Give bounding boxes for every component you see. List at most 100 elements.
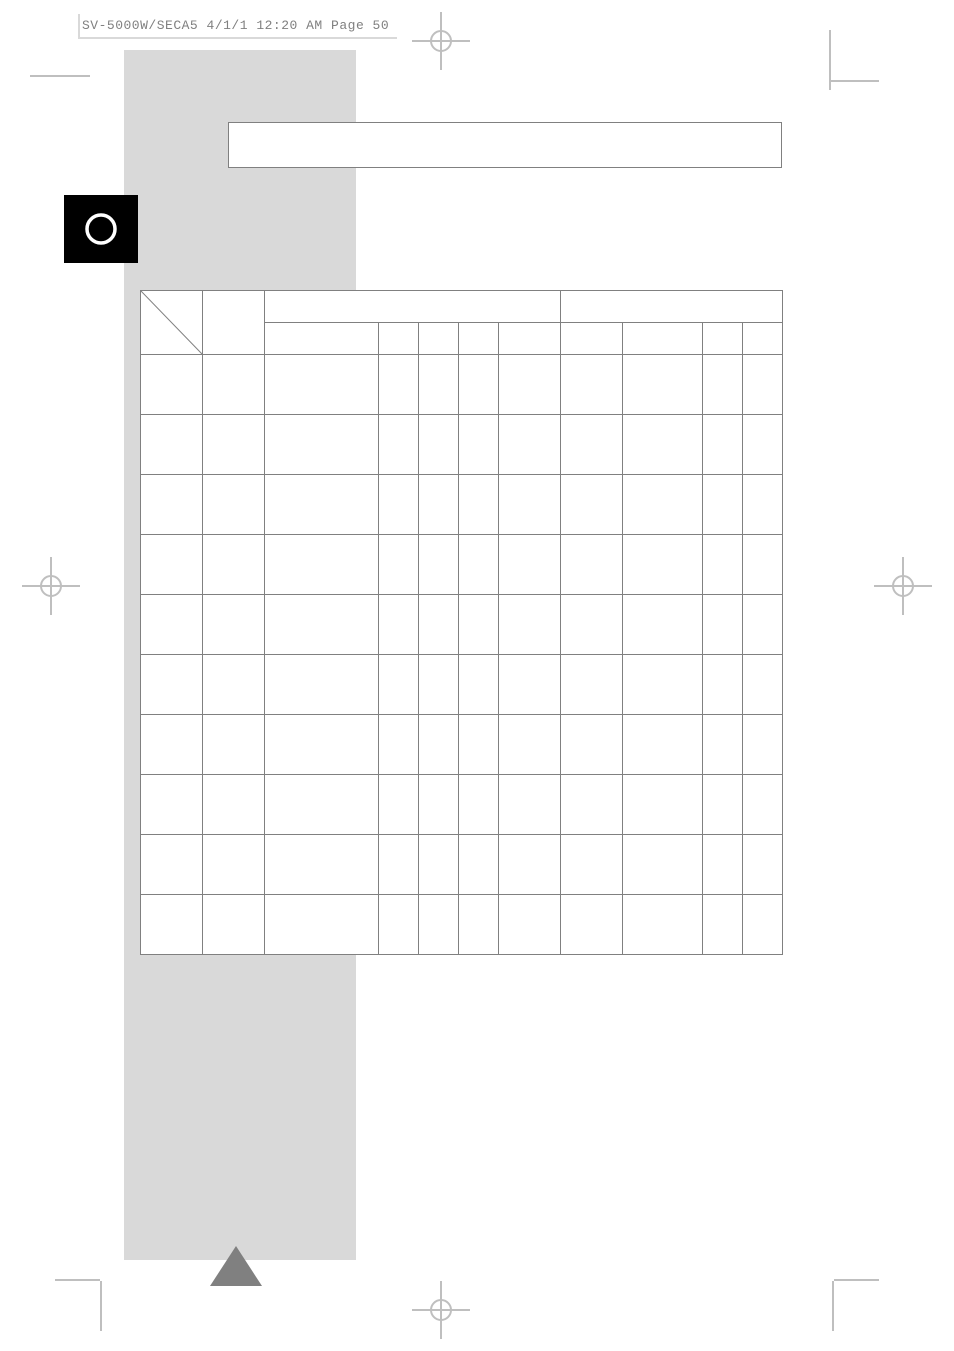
table-cell <box>419 775 459 835</box>
table-cell <box>419 355 459 415</box>
table-cell <box>703 835 743 895</box>
table-cell <box>743 775 783 835</box>
table-cell <box>141 595 203 655</box>
table-cell <box>703 415 743 475</box>
table-cell <box>623 415 703 475</box>
table-cell <box>459 715 499 775</box>
table-cell <box>379 775 419 835</box>
table-cell <box>379 715 419 775</box>
table-cell <box>499 355 561 415</box>
table-subheader-cell <box>265 323 379 355</box>
table-cell <box>265 535 379 595</box>
crop-mark <box>55 1279 100 1281</box>
registration-mark-icon <box>40 575 62 597</box>
table-cell <box>141 835 203 895</box>
table-cell <box>561 475 623 535</box>
triangle-icon <box>210 1246 262 1286</box>
table-subheader-cell <box>419 323 459 355</box>
table-cell <box>141 895 203 955</box>
table-cell <box>561 535 623 595</box>
table-cell <box>499 655 561 715</box>
table-cell <box>265 715 379 775</box>
table-subheader-cell <box>703 323 743 355</box>
table-cell <box>499 535 561 595</box>
table-subheader-cell <box>743 323 783 355</box>
table-cell <box>141 475 203 535</box>
table-cell <box>561 355 623 415</box>
table-cell <box>265 835 379 895</box>
table-cell <box>265 595 379 655</box>
table-cell <box>743 835 783 895</box>
table-cell <box>203 655 265 715</box>
table-cell <box>419 535 459 595</box>
table-cell <box>419 835 459 895</box>
print-header-text: SV-5000W/SECA5 4/1/1 12:20 AM Page 50 <box>78 14 397 39</box>
table-cell <box>203 535 265 595</box>
ring-icon <box>81 209 121 249</box>
registration-mark-icon <box>892 575 914 597</box>
table-cell <box>379 475 419 535</box>
table-cell <box>379 595 419 655</box>
table-cell <box>459 595 499 655</box>
table-cell <box>703 655 743 715</box>
table-cell <box>703 715 743 775</box>
table-cell <box>561 775 623 835</box>
table-cell <box>499 475 561 535</box>
table-cell <box>743 355 783 415</box>
table-subheader-cell <box>561 323 623 355</box>
table-cell <box>499 835 561 895</box>
table-cell <box>379 895 419 955</box>
crop-mark <box>30 75 90 77</box>
table-diagonal-header <box>141 291 203 355</box>
table-cell <box>141 775 203 835</box>
table-cell <box>561 595 623 655</box>
table-cell <box>459 415 499 475</box>
table-cell <box>203 715 265 775</box>
table-cell <box>459 535 499 595</box>
table-cell <box>459 475 499 535</box>
title-box <box>228 122 782 168</box>
table-header-cell <box>203 291 265 355</box>
table-cell <box>203 415 265 475</box>
table-cell <box>203 355 265 415</box>
table-cell <box>703 595 743 655</box>
table-cell <box>561 895 623 955</box>
table-cell <box>623 775 703 835</box>
table-cell <box>703 775 743 835</box>
table-cell <box>459 835 499 895</box>
table-cell <box>419 475 459 535</box>
table-cell <box>623 655 703 715</box>
table-cell <box>419 715 459 775</box>
table-cell <box>203 595 265 655</box>
table-cell <box>419 655 459 715</box>
table-cell <box>203 475 265 535</box>
table-subheader-cell <box>623 323 703 355</box>
table-cell <box>743 475 783 535</box>
table-cell <box>265 895 379 955</box>
table-cell <box>419 595 459 655</box>
table-cell <box>743 535 783 595</box>
crop-mark <box>831 80 879 82</box>
table-cell <box>379 655 419 715</box>
table-cell <box>623 535 703 595</box>
table-cell <box>379 415 419 475</box>
page-tab <box>64 195 138 263</box>
crop-mark <box>832 1281 834 1331</box>
crop-mark <box>834 1279 879 1281</box>
table-cell <box>141 535 203 595</box>
table-cell <box>265 415 379 475</box>
table-cell <box>499 775 561 835</box>
table-cell <box>265 355 379 415</box>
table-header-cell <box>265 291 561 323</box>
table-cell <box>743 895 783 955</box>
table-cell <box>623 895 703 955</box>
table-cell <box>141 415 203 475</box>
table-cell <box>743 655 783 715</box>
table-cell <box>379 355 419 415</box>
table-cell <box>743 595 783 655</box>
table-cell <box>141 655 203 715</box>
table-cell <box>419 895 459 955</box>
table-cell <box>561 415 623 475</box>
table-subheader-cell <box>379 323 419 355</box>
table-cell <box>499 595 561 655</box>
